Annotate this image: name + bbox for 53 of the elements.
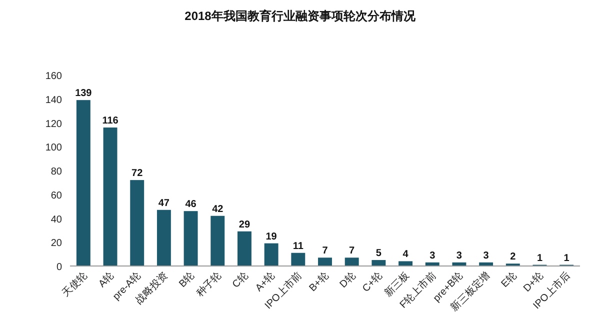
y-tick-label: 120 [45,118,62,130]
bar [103,128,118,266]
data-label: 11 [292,240,304,252]
data-label: 116 [102,116,119,127]
x-tick-label: C轮 [230,270,251,290]
y-tick-label: 140 [45,94,62,106]
y-tick-label: 160 [45,71,62,82]
data-label: 7 [349,246,356,257]
x-tick-label: A轮 [96,270,116,290]
x-tick-label: E轮 [498,270,520,290]
x-tick-label: A+轮 [253,270,278,294]
data-label: 3 [483,250,490,262]
x-tick-label: C+轮 [360,270,385,294]
bar [184,211,198,266]
bar [264,243,278,266]
bar [398,261,413,266]
x-tick-label: B轮 [176,270,197,290]
x-tick-label: B+轮 [306,270,332,294]
bar [291,252,306,266]
data-label: 47 [158,198,170,209]
y-tick-label: 40 [50,214,62,226]
bar [76,100,90,266]
data-label: 42 [212,204,224,215]
x-tick-label: 种子轮 [194,270,224,300]
data-label: 29 [238,219,250,230]
data-label: 3 [456,250,462,262]
bar [344,258,359,266]
bar [210,216,225,266]
bar [237,231,252,266]
y-tick-label: 100 [45,142,62,154]
x-tick-label: 天使轮 [60,270,90,300]
data-label: 4 [402,249,409,260]
x-tick-label: D轮 [337,270,358,290]
data-label: 139 [75,88,92,100]
data-label: 46 [185,199,197,210]
data-label: 7 [322,246,328,257]
x-tick-label: D+轮 [521,270,546,294]
data-label: 1 [536,252,543,264]
chart-title: 2018年我国教育行业融资事项轮次分布情况 [184,9,416,23]
y-tick-label: 0 [56,262,62,273]
y-tick-label: 20 [50,238,62,250]
bar [130,180,144,266]
data-label: 72 [132,168,144,180]
data-label: 2 [510,252,516,263]
y-tick-label: 80 [50,166,62,178]
data-label: 1 [564,252,570,264]
bar [318,258,332,266]
data-label: 5 [376,248,382,260]
bar [372,260,386,266]
bar [156,210,171,266]
y-tick-label: 60 [50,190,62,202]
data-label: 3 [430,250,436,262]
data-label: 19 [266,231,278,242]
